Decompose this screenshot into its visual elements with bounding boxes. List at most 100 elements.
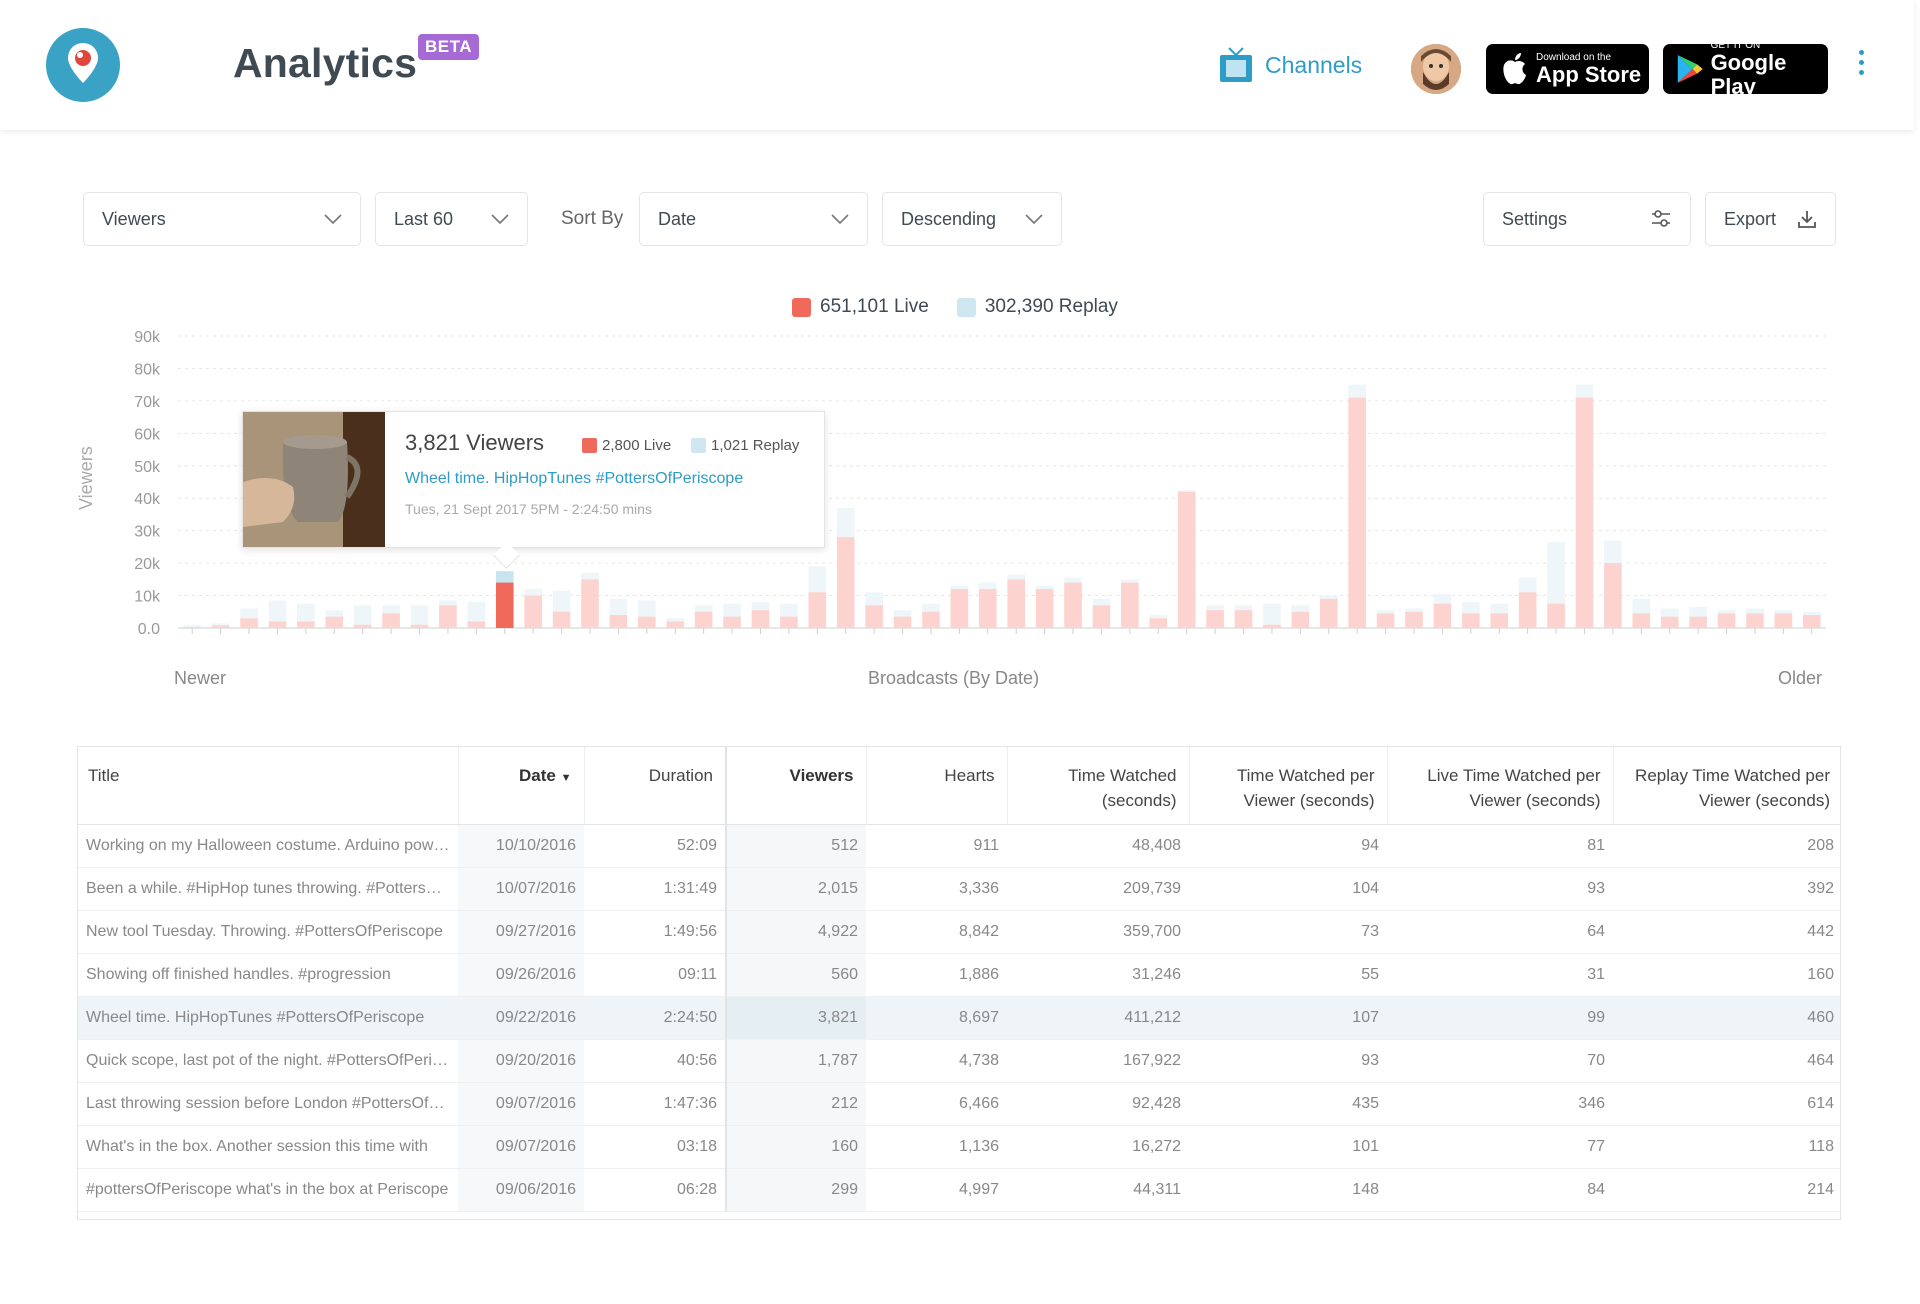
google-play-button[interactable]: GET IT ON Google Play: [1663, 40, 1828, 98]
replay-bar: [1660, 608, 1679, 617]
legend-replay-label: 302,390 Replay: [984, 296, 1118, 317]
user-avatar[interactable]: [1411, 44, 1461, 94]
y-tick-label: 0.0: [138, 621, 160, 638]
cell-time-watched: 44,311: [1007, 1168, 1189, 1212]
live-bar: [1376, 613, 1395, 628]
cell-hearts: 1,886: [866, 953, 1007, 997]
sort-field-select[interactable]: Date: [639, 192, 868, 246]
cell-viewers: 3,821: [725, 996, 866, 1040]
cell-title[interactable]: Last throwing session before London #Pot…: [78, 1082, 458, 1126]
legend-replay[interactable]: 302,390 Replay: [956, 296, 1118, 318]
cell-time-per-viewer: 101: [1189, 1125, 1387, 1169]
replay-bar: [808, 566, 827, 593]
live-bar: [495, 582, 514, 628]
y-tick-label: 40k: [134, 491, 161, 508]
legend-live-label: 651,101 Live: [820, 296, 929, 317]
cell-duration: 52:09: [584, 824, 726, 868]
cell-replay-time-per-viewer: 160: [1613, 953, 1840, 997]
table-row[interactable]: Wheel time. HipHopTunes #PottersOfPerisc…: [78, 996, 1840, 1040]
chart-legend: 651,101 Live 302,390 Replay: [792, 296, 1146, 318]
live-bar: [1490, 613, 1509, 628]
replay-bar: [723, 603, 741, 617]
live-bar: [666, 621, 685, 628]
table-row[interactable]: Been a while. #HipHop tunes throwing. #P…: [78, 867, 1840, 911]
replay-bar: [1007, 574, 1026, 580]
beta-badge: BETA: [418, 34, 480, 60]
col-title-header[interactable]: Title: [78, 747, 459, 825]
col-duration-header[interactable]: Duration: [584, 747, 727, 825]
replay-bar: [1462, 602, 1480, 614]
more-menu-icon[interactable]: [1857, 50, 1865, 80]
replay-bar: [467, 602, 486, 622]
table-row[interactable]: Last throwing session before London #Pot…: [78, 1082, 1840, 1126]
broadcasts-table: Title Date ▼ Duration Viewers Hearts Tim…: [77, 746, 1841, 1220]
live-bar: [1547, 603, 1565, 628]
live-bar: [1206, 610, 1224, 628]
col-date-header[interactable]: Date ▼: [458, 747, 585, 825]
cell-time-per-viewer: 104: [1189, 867, 1387, 911]
cell-title[interactable]: Quick scope, last pot of the night. #Pot…: [78, 1039, 458, 1083]
broadcast-thumbnail[interactable]: [243, 412, 385, 547]
export-button[interactable]: Export: [1705, 192, 1836, 246]
table-row[interactable]: Showing off finished handles. #progressi…: [78, 953, 1840, 997]
sort-order-select[interactable]: Descending: [882, 192, 1062, 246]
cell-date: 09/27/2016: [458, 910, 584, 954]
settings-button[interactable]: Settings: [1483, 192, 1691, 246]
replay-bar: [1518, 577, 1537, 593]
table-row[interactable]: #pottersOfPeriscope what's in the box at…: [78, 1168, 1840, 1212]
cell-viewers: 160: [725, 1125, 866, 1169]
table-row[interactable]: New tool Tuesday. Throwing. #PottersOfPe…: [78, 910, 1840, 954]
live-bar: [1774, 613, 1793, 628]
y-tick-label: 60k: [134, 426, 161, 443]
live-bar: [1177, 491, 1196, 628]
cell-title[interactable]: Showing off finished handles. #progressi…: [78, 953, 458, 997]
appstore-small-text: Download on the: [1536, 51, 1612, 63]
col-hearts-header[interactable]: Hearts: [866, 747, 1008, 825]
live-bar: [1319, 598, 1338, 628]
tooltip-live-label: 2,800 Live: [602, 437, 672, 454]
col-replay-time-per-viewer-header[interactable]: Replay Time Watched per Viewer (seconds): [1613, 747, 1840, 825]
col-time-watched-header[interactable]: Time Watched (seconds): [1007, 747, 1190, 825]
cell-duration: 40:56: [584, 1039, 726, 1083]
col-time-per-viewer-header[interactable]: Time Watched per Viewer (seconds): [1189, 747, 1388, 825]
live-bar: [240, 618, 258, 628]
col-live-time-per-viewer-header[interactable]: Live Time Watched per Viewer (seconds): [1387, 747, 1614, 825]
cell-time-watched: 209,739: [1007, 867, 1189, 911]
table-row[interactable]: What's in the box. Another session this …: [78, 1125, 1840, 1169]
cell-live-time-per-viewer: 81: [1387, 824, 1613, 868]
cell-title[interactable]: Working on my Halloween costume. Arduino…: [78, 824, 458, 868]
cell-hearts: 8,697: [866, 996, 1007, 1040]
sliders-icon: [1652, 210, 1670, 227]
metric-select[interactable]: Viewers: [83, 192, 361, 246]
legend-live[interactable]: 651,101 Live: [792, 296, 929, 318]
app-store-button[interactable]: Download on the App Store: [1486, 44, 1649, 94]
replay-bar: [950, 585, 969, 590]
cell-hearts: 3,336: [866, 867, 1007, 911]
replay-bar: [410, 605, 429, 625]
cell-time-watched: 359,700: [1007, 910, 1189, 954]
replay-bar: [1632, 598, 1651, 614]
cell-hearts: 8,842: [866, 910, 1007, 954]
periscope-logo-icon[interactable]: [46, 28, 120, 102]
replay-bar: [1774, 610, 1793, 614]
replay-bar: [1319, 595, 1338, 599]
chevron-down-icon: [1025, 214, 1043, 224]
cell-viewers: 512: [725, 824, 866, 868]
live-bar: [1092, 605, 1111, 628]
table-row[interactable]: Working on my Halloween costume. Arduino…: [78, 824, 1840, 868]
cell-title[interactable]: What's in the box. Another session this …: [78, 1125, 458, 1169]
cell-title[interactable]: #pottersOfPeriscope what's in the box at…: [78, 1168, 458, 1212]
replay-bar: [325, 610, 344, 617]
col-viewers-header[interactable]: Viewers: [725, 747, 867, 825]
replay-bar: [609, 598, 628, 616]
y-tick-label: 10k: [134, 589, 161, 606]
cell-title[interactable]: New tool Tuesday. Throwing. #PottersOfPe…: [78, 910, 458, 954]
tooltip-broadcast-link[interactable]: Wheel time. HipHopTunes #PottersOfPerisc…: [405, 470, 744, 487]
channels-link[interactable]: Channels: [1219, 46, 1362, 84]
tooltip-replay-label: 1,021 Replay: [711, 437, 800, 454]
tv-icon: [1220, 47, 1252, 82]
table-row[interactable]: Quick scope, last pot of the night. #Pot…: [78, 1039, 1840, 1083]
cell-title[interactable]: Wheel time. HipHopTunes #PottersOfPerisc…: [78, 996, 458, 1040]
cell-title[interactable]: Been a while. #HipHop tunes throwing. #P…: [78, 867, 458, 911]
range-select[interactable]: Last 60: [375, 192, 528, 246]
